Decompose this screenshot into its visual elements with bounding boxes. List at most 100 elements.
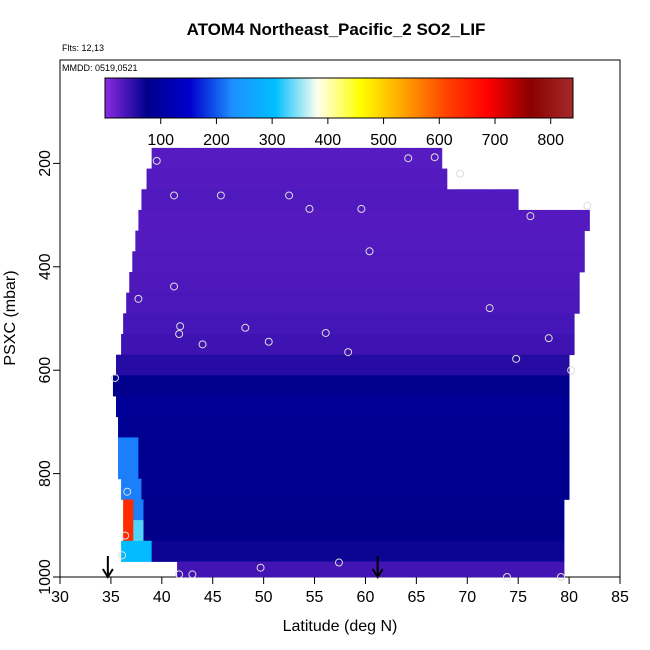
heatmap-cell: [280, 416, 292, 438]
heatmap-cell: [280, 437, 292, 459]
heatmap-cell: [285, 251, 296, 273]
heatmap-cell: [497, 189, 509, 211]
heatmap-cell: [489, 375, 501, 397]
heatmap-cell: [417, 251, 428, 273]
heatmap-cell: [406, 478, 417, 500]
heatmap-cell: [214, 313, 226, 335]
x-tick-label: 80: [560, 589, 578, 606]
heatmap-cell: [265, 375, 277, 397]
heatmap-cell: [255, 520, 267, 542]
heatmap-cell: [459, 520, 470, 542]
heatmap-cell: [253, 540, 265, 562]
heatmap-cell: [199, 437, 211, 459]
heatmap-cell: [441, 292, 453, 314]
heatmap-cell: [319, 354, 331, 376]
heatmap-cell: [558, 540, 565, 562]
y-tick-label: 800: [37, 460, 54, 487]
heatmap-cell: [129, 271, 140, 294]
heatmap-cell: [294, 147, 305, 169]
heatmap-cell: [151, 478, 163, 500]
heatmap-cell: [426, 478, 438, 500]
heatmap-cell: [284, 334, 295, 356]
heatmap-cell: [304, 189, 315, 211]
heatmap-cell: [497, 478, 509, 500]
heatmap-cell: [204, 313, 216, 335]
heatmap-cell: [362, 458, 373, 480]
heatmap-cell: [291, 437, 302, 459]
heatmap-cell: [148, 437, 160, 459]
heatmap-cell: [315, 251, 327, 273]
heatmap-cell: [513, 396, 524, 418]
heatmap-cell: [209, 458, 221, 480]
colorbar-tick-label: 200: [203, 132, 230, 149]
heatmap-cell: [264, 251, 276, 273]
heatmap-cell: [192, 334, 203, 356]
heatmap-cell: [515, 209, 526, 232]
heatmap-cell: [392, 209, 404, 232]
heatmap-cell: [340, 168, 351, 190]
heatmap-cell: [411, 396, 422, 418]
heatmap-cell: [177, 561, 188, 578]
heatmap-cell: [194, 499, 205, 521]
heatmap-cell: [566, 416, 570, 438]
heatmap-cell: [424, 271, 436, 294]
heatmap-cell: [245, 520, 256, 542]
heatmap-cell: [329, 292, 341, 314]
heatmap-cell: [299, 561, 310, 578]
heatmap-cell: [407, 251, 418, 273]
heatmap-cell: [334, 540, 346, 562]
heatmap-cell: [243, 478, 254, 500]
heatmap-cell: [270, 437, 282, 459]
heatmap-cell: [214, 499, 226, 521]
heatmap-cell: [502, 354, 514, 376]
heatmap-cell: [357, 520, 368, 542]
heatmap-cell: [528, 334, 539, 356]
heatmap-cell: [567, 271, 578, 294]
heatmap-cell: [321, 437, 333, 459]
heatmap-cell: [212, 540, 224, 562]
heatmap-cell: [224, 520, 236, 542]
heatmap-cell: [406, 334, 417, 356]
heatmap-cell: [289, 354, 300, 376]
heatmap-cell: [172, 540, 183, 562]
heatmap-cell: [258, 396, 270, 418]
heatmap-cell: [346, 251, 357, 273]
heatmap-cell: [504, 437, 516, 459]
heatmap-cell: [509, 251, 520, 273]
heatmap-cell: [552, 230, 564, 252]
heatmap-cell: [433, 209, 445, 232]
heatmap-cell: [309, 561, 321, 578]
heatmap-cell: [289, 396, 300, 418]
heatmap-cell: [365, 478, 377, 500]
heatmap-cell: [138, 437, 149, 459]
heatmap-cell: [392, 416, 404, 438]
heatmap-cell: [356, 251, 367, 273]
heatmap-cell: [209, 209, 221, 232]
heatmap-cell: [238, 396, 249, 418]
heatmap-cell: [505, 271, 517, 294]
heatmap-cell: [184, 375, 195, 397]
heatmap-cell: [548, 540, 560, 562]
heatmap-cell: [263, 189, 275, 211]
heatmap-cell: [411, 561, 422, 578]
heatmap-cell: [570, 251, 581, 273]
heatmap-cell: [166, 396, 178, 418]
heatmap-cell: [558, 334, 570, 356]
heatmap-cell: [219, 416, 231, 438]
heatmap-cell: [360, 354, 371, 376]
heatmap-cell: [133, 499, 144, 521]
heatmap-cell: [328, 230, 340, 252]
heatmap-cell: [209, 416, 221, 438]
heatmap-cell: [543, 561, 555, 578]
sample-point: [152, 156, 161, 165]
heatmap-cell: [295, 251, 306, 273]
heatmap-cell: [462, 396, 473, 418]
heatmap-cell: [523, 292, 534, 314]
heatmap-cell: [141, 478, 153, 500]
heatmap-cell: [220, 271, 232, 294]
heatmap-cell: [174, 313, 185, 335]
heatmap-cell: [543, 396, 555, 418]
heatmap-cell: [530, 520, 541, 542]
heatmap-cell: [248, 561, 259, 578]
heatmap-cell: [489, 499, 501, 521]
